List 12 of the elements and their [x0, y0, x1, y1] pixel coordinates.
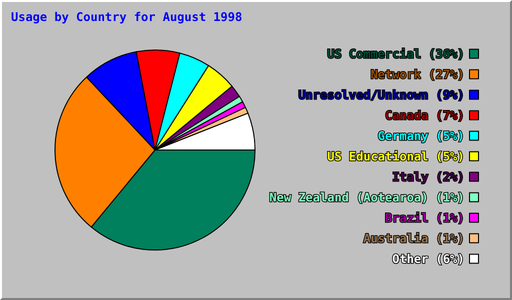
legend-label: Other (6%)	[392, 252, 464, 266]
legend-label: Canada (7%)	[385, 108, 464, 122]
legend-label: US Commercial (36%)	[327, 46, 464, 61]
legend-label: Network (27%)	[370, 67, 464, 82]
legend-label: Italy (2%)	[392, 170, 464, 184]
legend-label: New Zealand (Aotearoa) (1%)	[269, 190, 464, 204]
legend-label: Australia (1%)	[363, 231, 464, 246]
chart-title: Usage by Country for August 1998	[11, 10, 242, 24]
legend-label: Brazil (1%)	[385, 210, 464, 225]
legend-label: US Educational (5%)	[327, 149, 464, 164]
legend-label: Unresolved/Unknown (9%)	[298, 88, 464, 102]
legend-label: Germany (5%)	[378, 128, 464, 143]
